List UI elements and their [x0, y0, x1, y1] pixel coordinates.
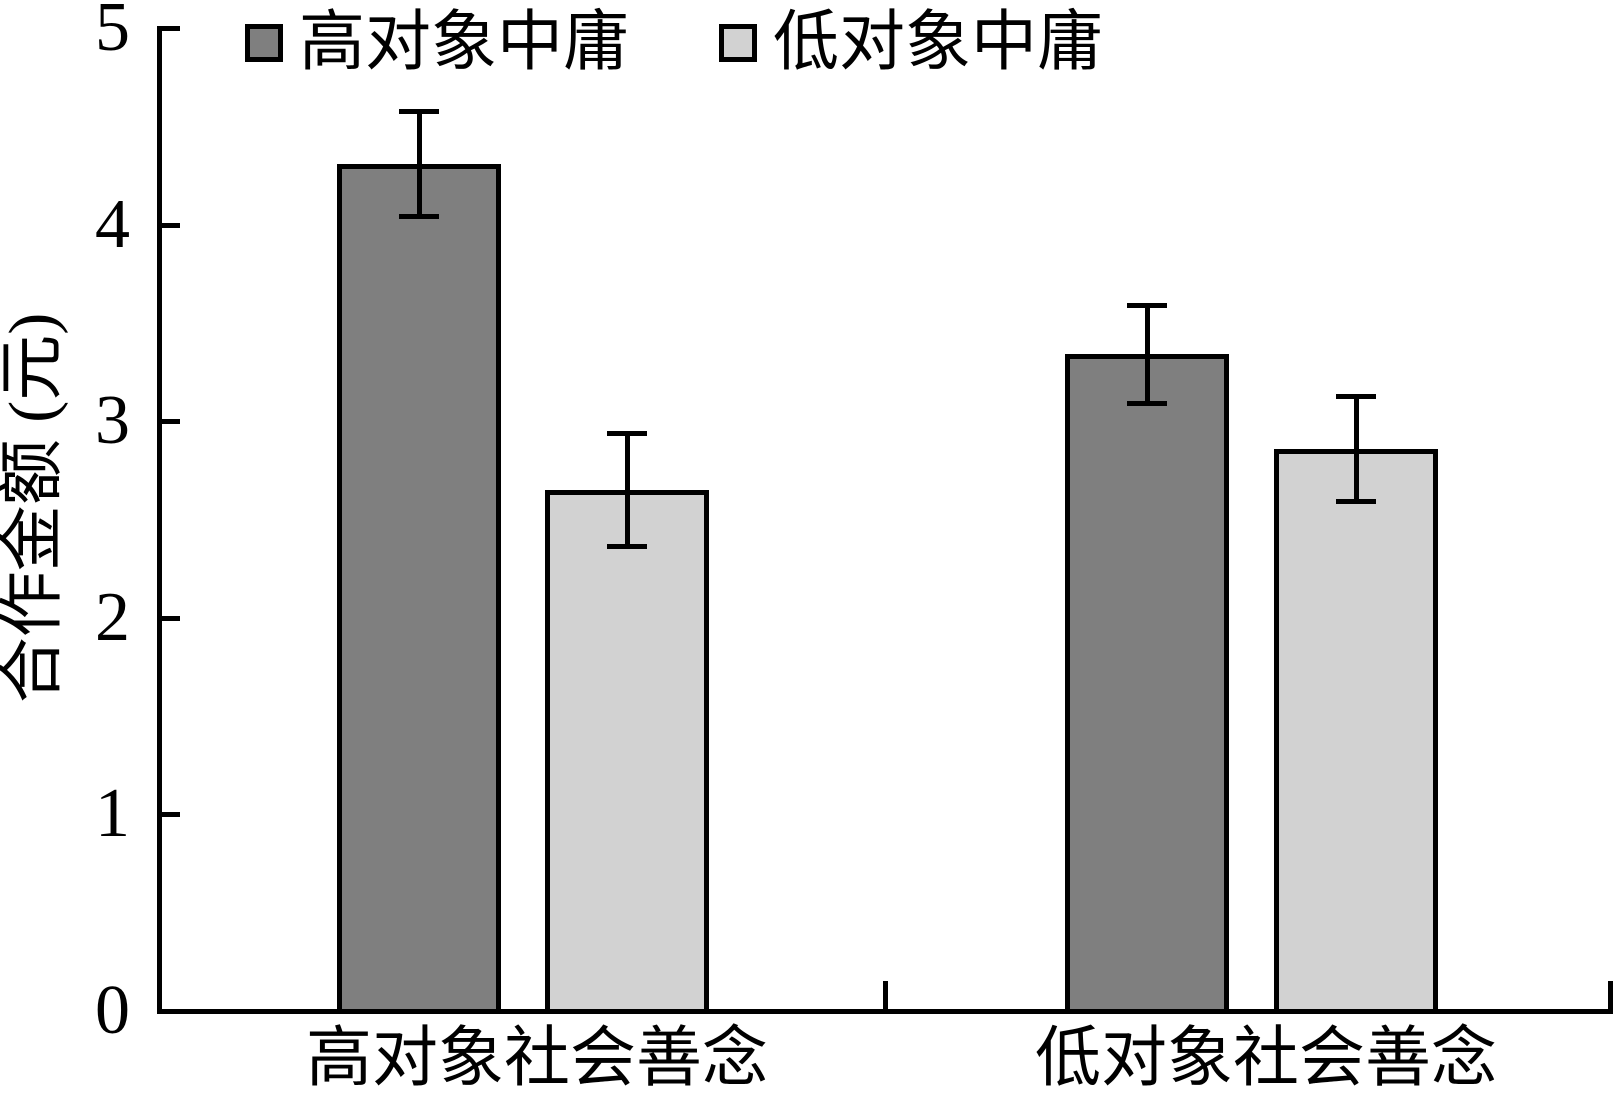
y-tick-label-2: 2	[95, 578, 130, 656]
error-bar-line	[416, 110, 422, 217]
y-tick-label-4: 4	[95, 185, 130, 263]
y-tick-1	[160, 812, 180, 818]
bar-高对象中庸-高对象社会善念	[337, 163, 501, 1014]
y-tick-2	[160, 615, 180, 621]
y-tick-5	[160, 26, 180, 31]
error-bar-line	[1353, 395, 1359, 502]
error-bar-line	[624, 432, 630, 547]
error-bar-cap-bottom	[399, 213, 439, 219]
error-bar-cap-top	[1336, 393, 1376, 399]
legend-label-high-zhongyong: 高对象中庸	[299, 6, 629, 79]
y-axis-title: 合作金额 (元)	[0, 312, 69, 704]
error-bar-line	[1144, 305, 1150, 404]
y-tick-3	[160, 419, 180, 425]
y-axis-line	[157, 26, 162, 1014]
x-tick-0	[883, 981, 888, 1011]
legend-item-high-zhongyong: 高对象中庸	[245, 8, 629, 78]
bar-低对象中庸-高对象社会善念	[545, 490, 709, 1014]
bar-高对象中庸-低对象社会善念	[1065, 354, 1229, 1014]
legend-swatch-light-gray	[719, 24, 757, 62]
legend-label-low-zhongyong: 低对象中庸	[773, 6, 1103, 79]
bar-低对象中庸-低对象社会善念	[1274, 448, 1438, 1014]
y-tick-label-3: 3	[95, 382, 130, 460]
error-bar-cap-bottom	[1127, 400, 1167, 406]
legend-swatch-dark-gray	[245, 24, 283, 62]
error-bar-cap-top	[607, 430, 647, 436]
x-category-label-low-som: 低对象社会善念	[1035, 1022, 1497, 1095]
error-bar-cap-bottom	[1336, 498, 1376, 504]
y-tick-label-0: 0	[95, 972, 130, 1049]
legend-item-low-zhongyong: 低对象中庸	[719, 8, 1103, 78]
x-tick-1	[1608, 981, 1613, 1011]
y-tick-label-1: 1	[95, 775, 130, 853]
x-axis-line	[157, 1009, 1613, 1014]
y-tick-label-5: 5	[95, 0, 130, 66]
error-bar-cap-top	[1127, 303, 1167, 309]
error-bar-cap-top	[399, 108, 439, 114]
y-tick-4	[160, 222, 180, 228]
error-bar-cap-bottom	[607, 544, 647, 550]
x-category-label-high-som: 高对象社会善念	[306, 1022, 768, 1095]
